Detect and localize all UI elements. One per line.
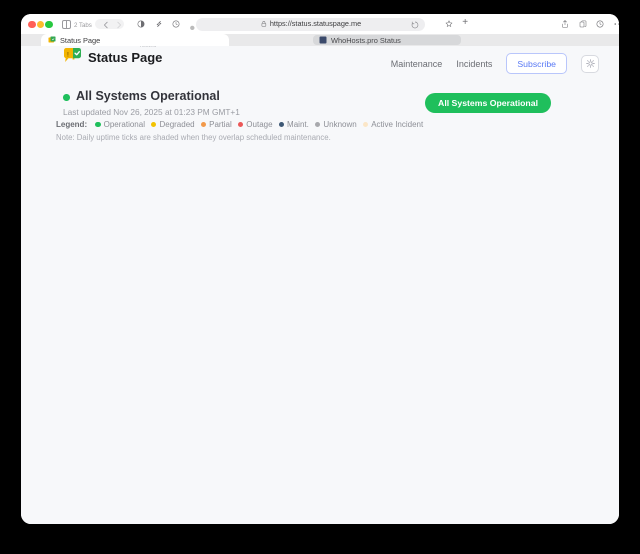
svg-text:!: ! — [67, 51, 69, 58]
